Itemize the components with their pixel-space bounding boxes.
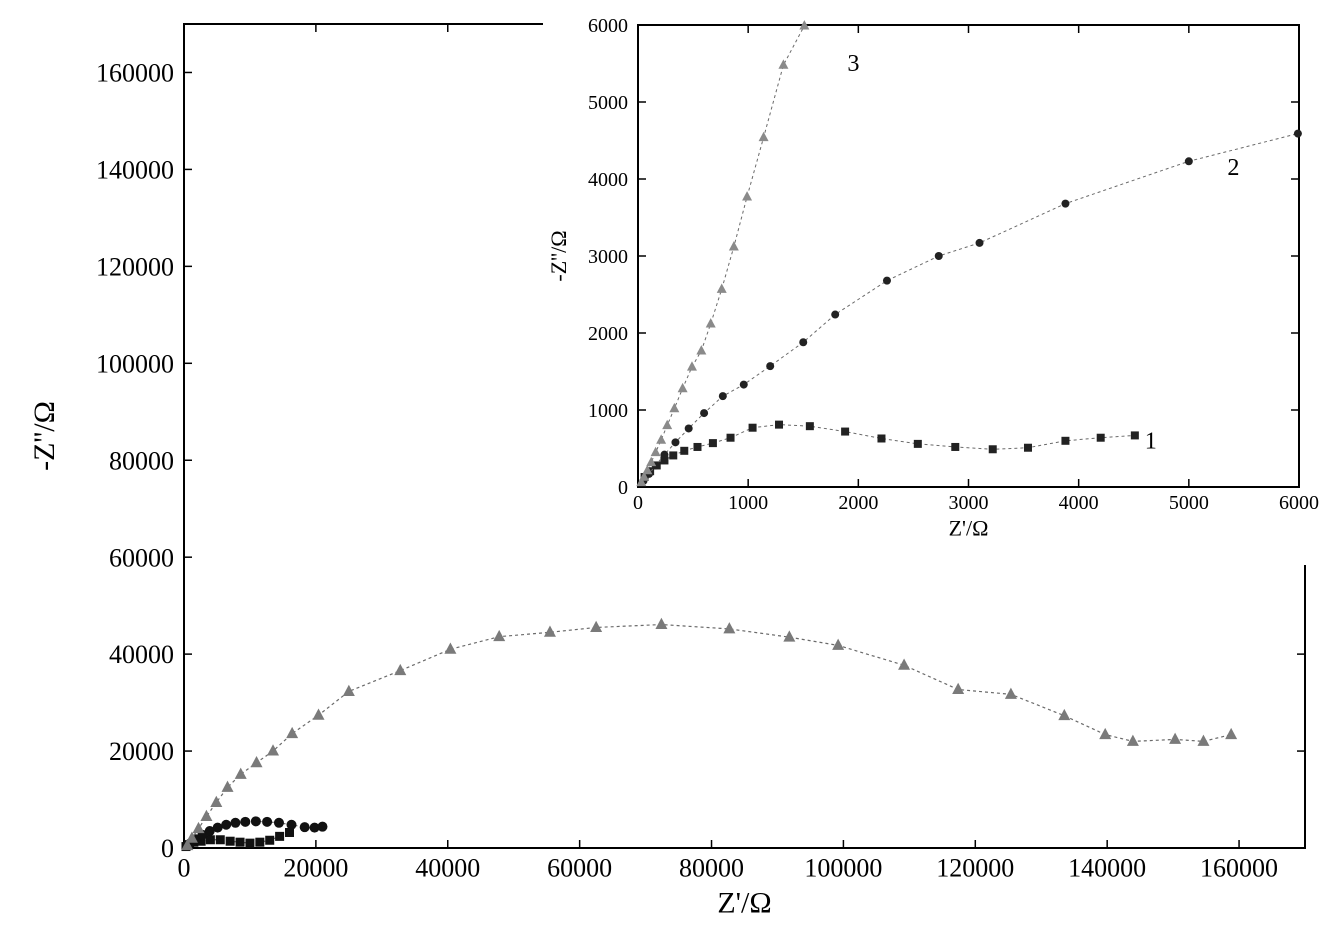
inset-xtick-label: 3000 xyxy=(949,492,989,514)
inset-marker-inset_s2 xyxy=(976,239,984,247)
main-xtick-label: 60000 xyxy=(547,854,612,883)
inset-marker-inset_s1 xyxy=(727,434,735,442)
inset-xtick-label: 5000 xyxy=(1169,492,1209,514)
inset-marker-inset_s1 xyxy=(841,428,849,436)
main-xtick-label: 80000 xyxy=(679,854,744,883)
inset-marker-inset_s2 xyxy=(740,381,748,389)
inset-ytick-label: 2000 xyxy=(588,323,628,345)
inset-marker-inset_s1 xyxy=(989,445,997,453)
main-marker-main_s2 xyxy=(262,817,272,827)
main-marker-main_s2 xyxy=(251,816,261,826)
main-xtick-label: 160000 xyxy=(1200,854,1278,883)
main-ytick-label: 120000 xyxy=(96,252,174,281)
main-xtick-label: 0 xyxy=(178,854,191,883)
main-marker-main_s1 xyxy=(265,836,274,845)
main-ytick-label: 40000 xyxy=(109,640,174,669)
inset-ytick-label: 5000 xyxy=(588,92,628,114)
inset-marker-inset_s2 xyxy=(831,311,839,319)
inset-ytick-label: 6000 xyxy=(588,15,628,37)
main-marker-main_s2 xyxy=(230,818,240,828)
inset-series-label-inset_s3: 3 xyxy=(847,50,859,77)
main-xtick-label: 40000 xyxy=(415,854,480,883)
main-marker-main_s2 xyxy=(274,818,284,828)
chart-canvas: 0200004000060000800001000001200001400001… xyxy=(0,0,1326,939)
main-marker-main_s2 xyxy=(317,822,327,832)
main-marker-main_s1 xyxy=(236,838,245,847)
inset-xtick-label: 6000 xyxy=(1279,492,1319,514)
main-ytick-label: 60000 xyxy=(109,543,174,572)
inset-marker-inset_s1 xyxy=(1097,434,1105,442)
inset-marker-inset_s1 xyxy=(1024,444,1032,452)
main-xtick-label: 20000 xyxy=(283,854,348,883)
main-marker-main_s1 xyxy=(245,839,254,848)
inset-marker-inset_s1 xyxy=(1131,431,1139,439)
inset-marker-inset_s1 xyxy=(693,443,701,451)
inset-series-label-inset_s2: 2 xyxy=(1227,154,1239,181)
inset-marker-inset_s2 xyxy=(1294,130,1302,138)
main-ytick-label: 0 xyxy=(161,834,174,863)
inset-marker-inset_s2 xyxy=(671,438,679,446)
inset-ytick-label: 0 xyxy=(618,477,628,499)
inset-marker-inset_s2 xyxy=(1061,200,1069,208)
main-marker-main_s1 xyxy=(275,832,284,841)
main-ytick-label: 160000 xyxy=(96,59,174,88)
main-marker-main_s2 xyxy=(213,823,223,833)
inset-marker-inset_s2 xyxy=(766,362,774,370)
main-ytick-label: 20000 xyxy=(109,737,174,766)
main-marker-main_s1 xyxy=(226,837,235,846)
main-ylabel: -Z''/Ω xyxy=(28,401,61,471)
inset-marker-inset_s1 xyxy=(951,443,959,451)
inset-marker-inset_s2 xyxy=(685,424,693,432)
main-xlabel: Z'/Ω xyxy=(717,887,771,920)
main-xtick-label: 100000 xyxy=(804,854,882,883)
inset-xtick-label: 0 xyxy=(633,492,643,514)
inset-ytick-label: 4000 xyxy=(588,169,628,191)
inset-frame xyxy=(638,25,1299,487)
main-marker-main_s1 xyxy=(216,835,225,844)
main-marker-main_s2 xyxy=(286,820,296,830)
inset-ylabel: -Z''/Ω xyxy=(546,230,571,281)
figure-root: { "figure": { "width": 1326, "height": 9… xyxy=(0,0,1326,939)
inset-ytick-label: 3000 xyxy=(588,246,628,268)
inset-marker-inset_s2 xyxy=(1185,157,1193,165)
inset-marker-inset_s2 xyxy=(700,409,708,417)
inset-marker-inset_s2 xyxy=(660,451,668,459)
inset-marker-inset_s1 xyxy=(669,451,677,459)
inset-marker-inset_s1 xyxy=(749,424,757,432)
inset-series-label-inset_s1: 1 xyxy=(1145,428,1157,455)
main-xtick-label: 120000 xyxy=(936,854,1014,883)
inset-marker-inset_s1 xyxy=(709,439,717,447)
inset-marker-inset_s2 xyxy=(935,252,943,260)
inset-xtick-label: 2000 xyxy=(838,492,878,514)
main-marker-main_s2 xyxy=(300,822,310,832)
inset-xtick-label: 1000 xyxy=(728,492,768,514)
inset-xlabel: Z'/Ω xyxy=(949,515,989,540)
inset-xtick-label: 4000 xyxy=(1059,492,1099,514)
main-xtick-label: 140000 xyxy=(1068,854,1146,883)
main-ytick-label: 100000 xyxy=(96,349,174,378)
inset-marker-inset_s1 xyxy=(914,440,922,448)
main-marker-main_s1 xyxy=(206,835,215,844)
inset-marker-inset_s1 xyxy=(1061,437,1069,445)
inset-marker-inset_s1 xyxy=(775,421,783,429)
inset-marker-inset_s1 xyxy=(806,422,814,430)
inset-marker-inset_s1 xyxy=(877,434,885,442)
inset-marker-inset_s2 xyxy=(719,392,727,400)
inset-marker-inset_s2 xyxy=(883,277,891,285)
inset-marker-inset_s2 xyxy=(799,338,807,346)
main-ytick-label: 140000 xyxy=(96,156,174,185)
main-marker-main_s2 xyxy=(240,817,250,827)
main-marker-main_s2 xyxy=(221,820,231,830)
main-ytick-label: 80000 xyxy=(109,446,174,475)
main-marker-main_s1 xyxy=(255,838,264,847)
inset-ytick-label: 1000 xyxy=(588,400,628,422)
inset-marker-inset_s1 xyxy=(680,447,688,455)
